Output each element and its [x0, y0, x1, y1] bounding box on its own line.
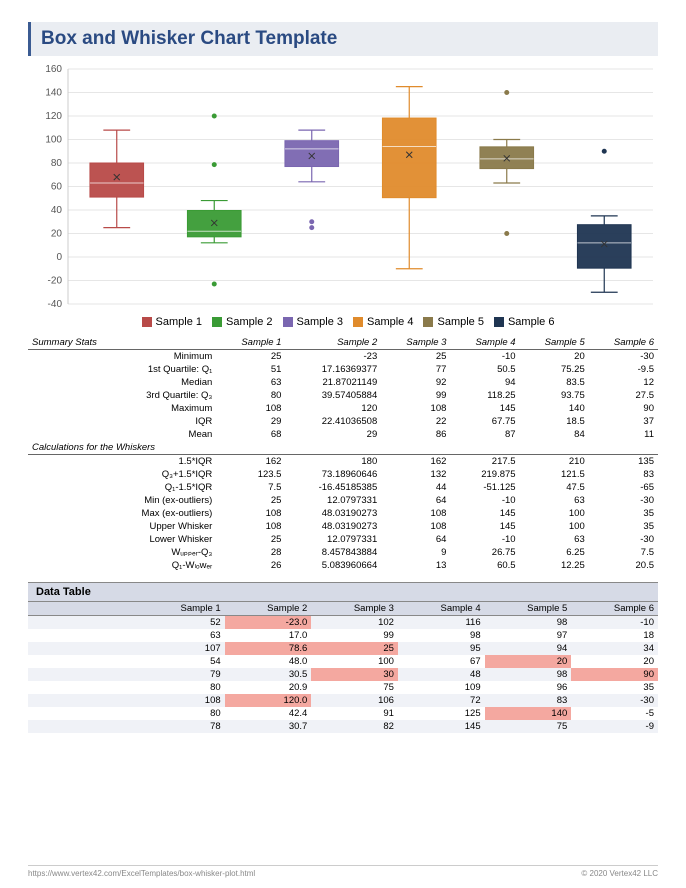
svg-text:40: 40: [51, 205, 63, 216]
boxplot-chart: -40 -20 0 20 40 60 80 100 120 140 160: [28, 64, 658, 314]
chart-legend: Sample 1Sample 2Sample 3Sample 4Sample 5…: [28, 316, 658, 328]
page-title: Box and Whisker Chart Template: [28, 22, 658, 56]
footer-url: https://www.vertex42.com/ExcelTemplates/…: [28, 869, 255, 878]
svg-text:100: 100: [45, 135, 62, 146]
svg-text:160: 160: [45, 64, 62, 75]
page-root: Box and Whisker Chart Template -40 -20 0 20…: [0, 0, 686, 888]
svg-text:-40: -40: [48, 299, 63, 310]
summary-stats-table: Summary StatsSample 1Sample 2Sample 3Sam…: [28, 336, 658, 572]
svg-text:140: 140: [45, 88, 62, 99]
svg-text:-20: -20: [48, 276, 63, 287]
svg-text:20: 20: [51, 229, 63, 240]
svg-text:60: 60: [51, 182, 63, 193]
data-table: Sample 1Sample 2Sample 3Sample 4Sample 5…: [28, 602, 658, 733]
page-footer: https://www.vertex42.com/ExcelTemplates/…: [28, 865, 658, 878]
data-table-title: Data Table: [28, 582, 658, 602]
svg-text:0: 0: [56, 252, 62, 263]
svg-text:120: 120: [45, 111, 62, 122]
svg-text:80: 80: [51, 158, 63, 169]
footer-copyright: © 2020 Vertex42 LLC: [581, 869, 658, 878]
